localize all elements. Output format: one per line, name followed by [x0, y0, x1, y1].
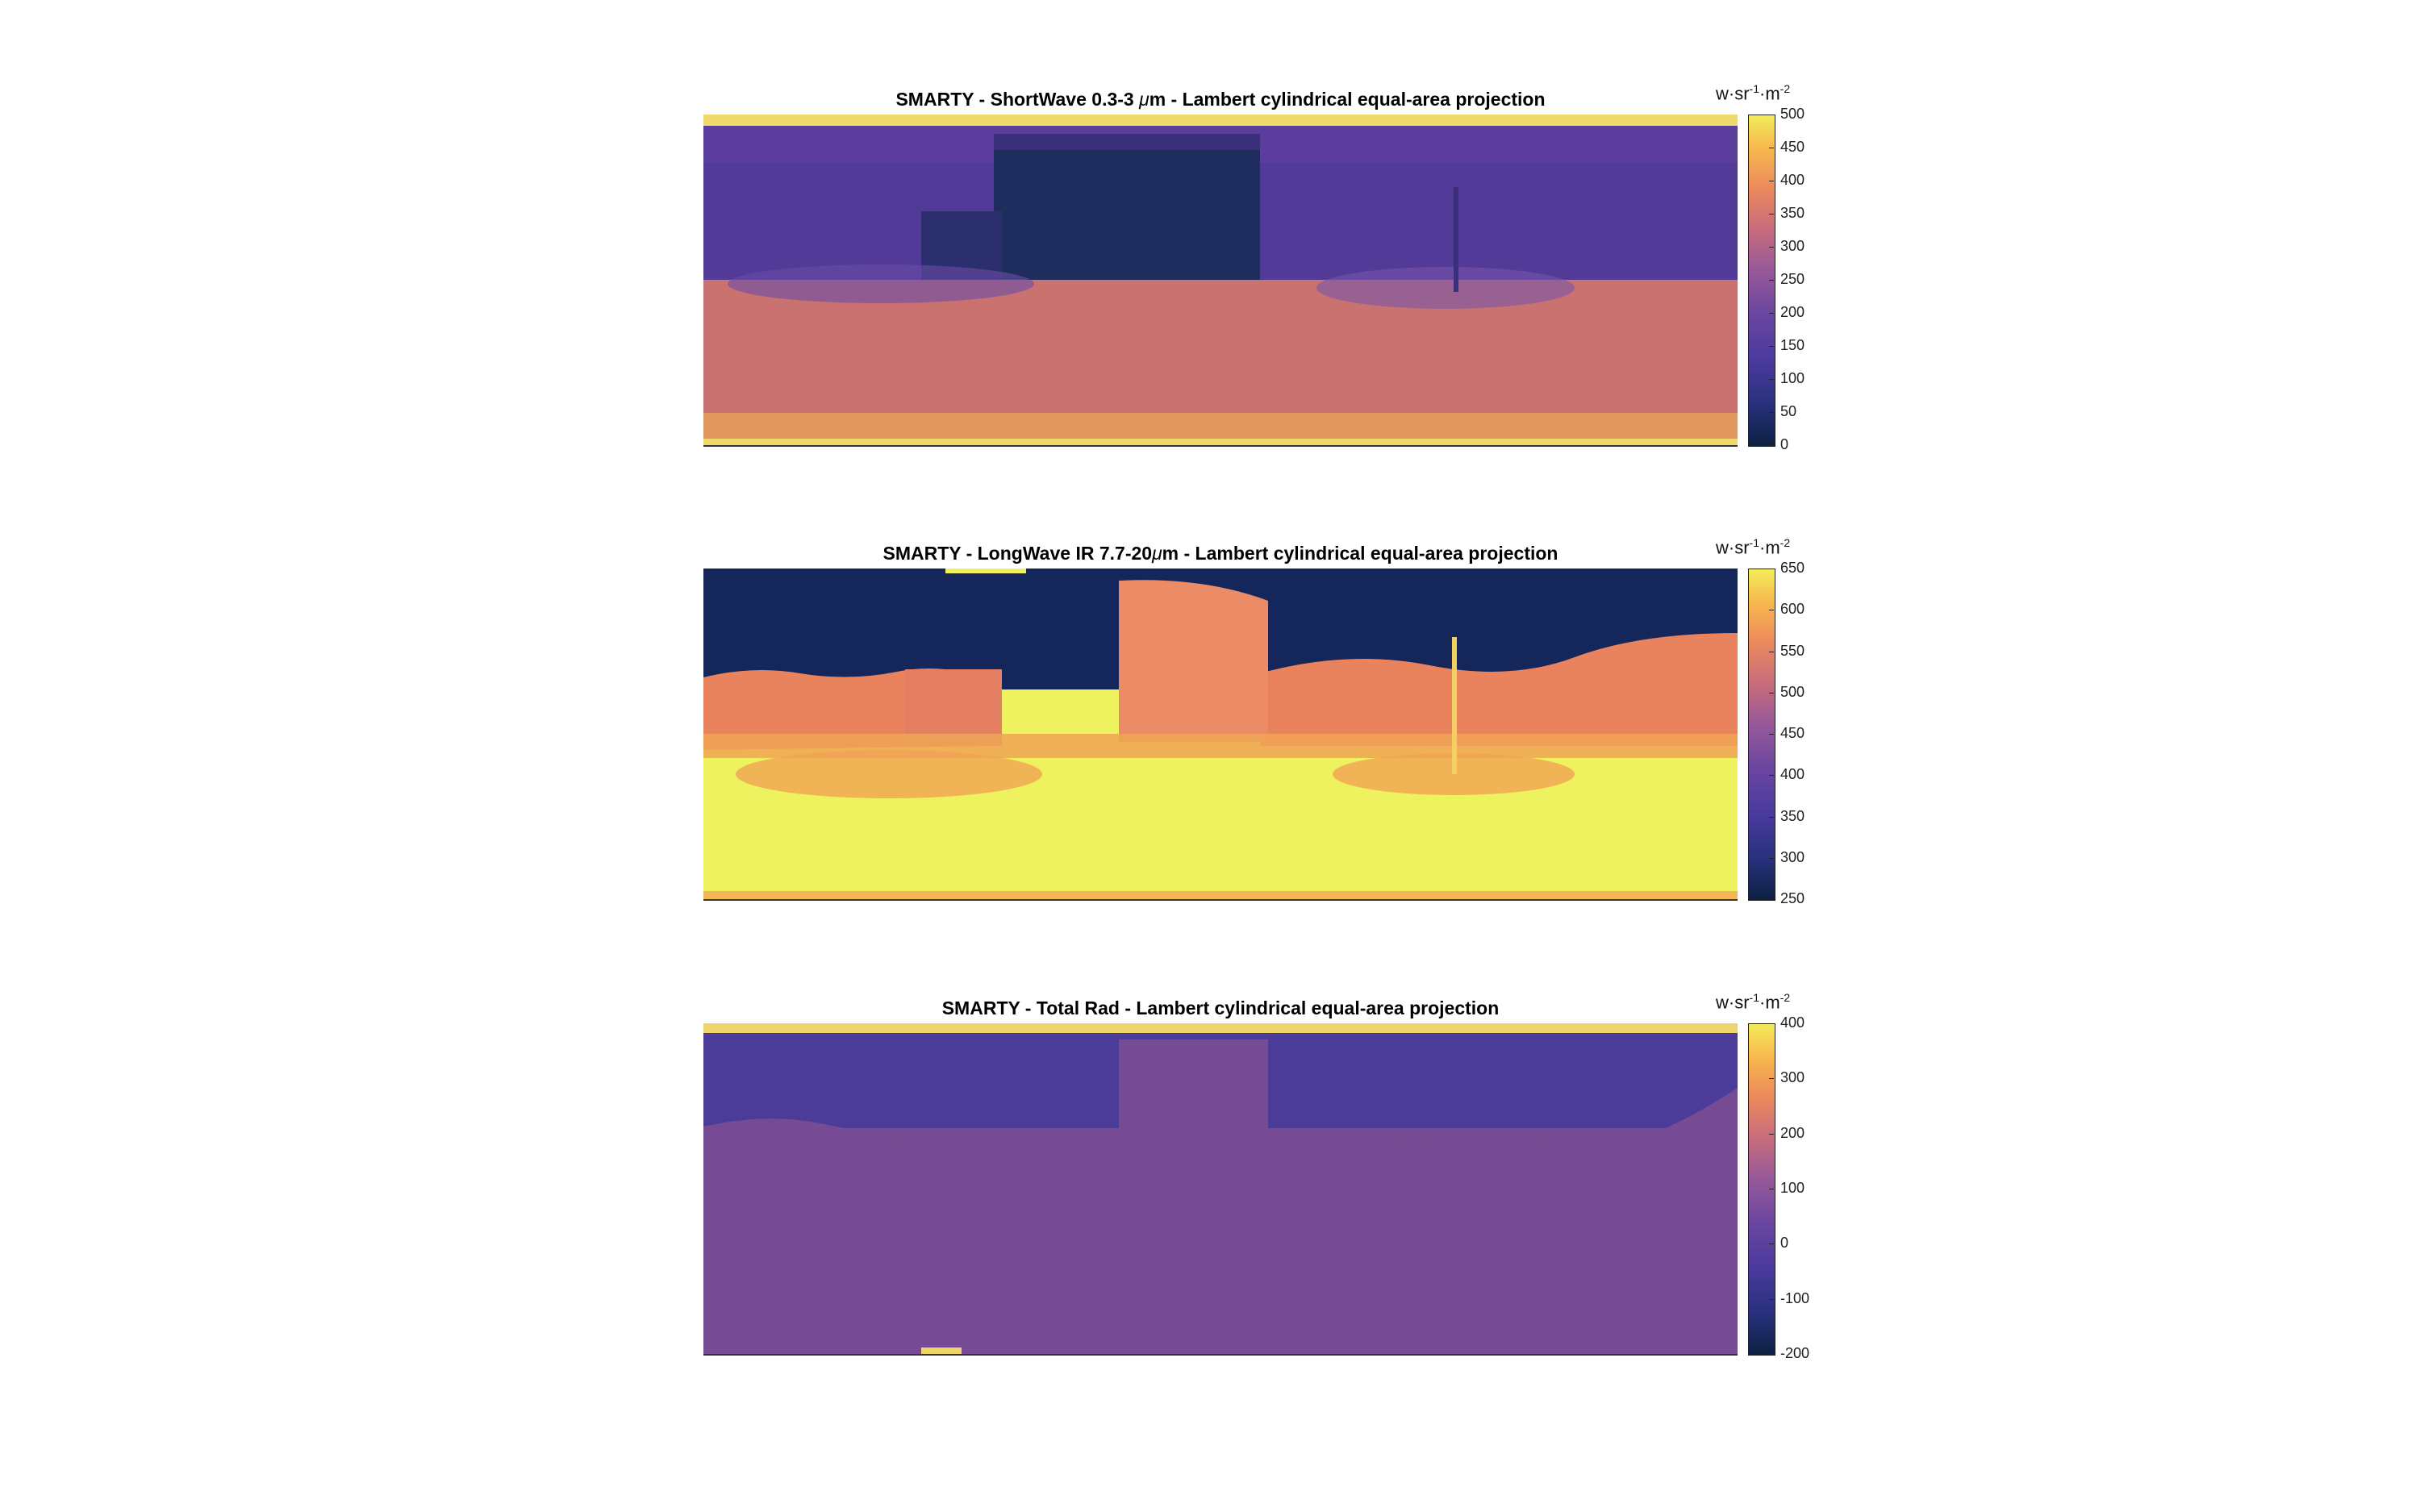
unit-unit_base: w·sr	[1716, 992, 1750, 1013]
colorbar-tick-label: 350	[1780, 205, 1805, 221]
chart-title: SMARTY - LongWave IR 7.7-20μm - Lambert …	[703, 543, 1738, 564]
colorbar-tick-mark	[1769, 857, 1774, 859]
unit-unit_base: w·sr	[1716, 537, 1750, 558]
colorbar-tick-label: 250	[1780, 271, 1805, 287]
colorbar-unit: w·sr-1·m-2	[1716, 82, 1790, 104]
colorbar-tick-label: 100	[1780, 370, 1805, 386]
colorbar-tick-mark	[1769, 899, 1774, 900]
unit-unit_mid: ·m	[1759, 83, 1780, 104]
colorbar-tick-mark	[1769, 280, 1774, 281]
colorbar-tick-label: 450	[1780, 725, 1805, 741]
unit-unit_exp1: -1	[1749, 991, 1759, 1004]
colorbar-tick-label: 600	[1780, 601, 1805, 618]
colorbar-tick-label: 200	[1780, 1124, 1805, 1141]
colorbar-tick-mark	[1769, 775, 1774, 777]
colorbar-unit: w·sr-1·m-2	[1716, 536, 1790, 558]
colorbar-tick-label: -100	[1780, 1289, 1810, 1306]
unit-unit_mid: ·m	[1759, 992, 1780, 1013]
colorbar-tick-label: 350	[1780, 807, 1805, 824]
unit-unit_mid: ·m	[1759, 537, 1780, 558]
colorbar-tick-mark	[1769, 1354, 1774, 1355]
building-region	[1119, 1039, 1268, 1160]
colorbar-tick-mark	[1769, 214, 1774, 215]
unit-unit_exp2: -2	[1780, 536, 1791, 549]
colorbar-tick-label: 100	[1780, 1180, 1805, 1196]
colorbar-tick-label: 0	[1780, 1235, 1789, 1252]
title-mu: μ	[1139, 89, 1150, 110]
colorbar-tick-label: 550	[1780, 642, 1805, 659]
heatmap-image	[703, 1023, 1738, 1356]
lamp-post	[1454, 187, 1458, 292]
colorbar-tick-mark	[1769, 1023, 1774, 1024]
colorbar-tick-label: 300	[1780, 848, 1805, 865]
colorbar-tick-label: 450	[1780, 139, 1805, 155]
colorbar-unit: w·sr-1·m-2	[1716, 991, 1790, 1013]
colorbar-tick-mark	[1769, 1298, 1774, 1300]
colorbar-tick-mark	[1769, 412, 1774, 413]
colorbar-tick-label: 400	[1780, 172, 1805, 188]
colorbar-tick-mark	[1769, 1078, 1774, 1080]
colorbar-tick-label: 150	[1780, 337, 1805, 353]
colorbar-tick-label: 300	[1780, 1069, 1805, 1086]
colorbar-tick-label: 50	[1780, 403, 1797, 419]
unit-unit_base: w·sr	[1716, 83, 1750, 104]
colorbar-tick-mark	[1769, 445, 1774, 446]
colorbar-tick-label: -200	[1780, 1345, 1810, 1361]
unit-unit_exp1: -1	[1749, 536, 1759, 549]
colorbar-tick-mark	[1769, 1243, 1774, 1245]
chart-title: SMARTY - ShortWave 0.3-3 μm - Lambert cy…	[703, 89, 1738, 110]
colorbar-tick-label: 0	[1780, 436, 1789, 452]
colorbar-tick-label: 650	[1780, 560, 1805, 576]
colorbar	[1748, 569, 1775, 901]
colorbar-tick-label: 400	[1780, 766, 1805, 783]
chart-title: SMARTY - Total Rad - Lambert cylindrical…	[703, 998, 1738, 1019]
lamp-post	[1452, 637, 1457, 774]
sky-top-band	[703, 1023, 1738, 1033]
title-text-suffix: m - Lambert cylindrical equal-area proje…	[1162, 543, 1558, 564]
colorbar-tick-mark	[1769, 346, 1774, 347]
unit-unit_exp2: -2	[1780, 82, 1791, 95]
colorbar-tick-label: 500	[1780, 683, 1805, 700]
colorbar	[1748, 115, 1775, 447]
sky-top-band	[703, 115, 1738, 126]
colorbar-tick-mark	[1769, 692, 1774, 694]
colorbar-tick-mark	[1769, 313, 1774, 314]
colorbar-tick-label: 300	[1780, 238, 1805, 254]
title-text: SMARTY - LongWave IR 7.7-20	[882, 543, 1153, 564]
colorbar-tick-mark	[1769, 379, 1774, 380]
unit-unit_exp1: -1	[1749, 82, 1759, 95]
title-mu: μ	[1152, 543, 1162, 564]
title-text: SMARTY - ShortWave 0.3-3	[895, 89, 1140, 110]
colorbar-tick-mark	[1769, 734, 1774, 735]
title-text-suffix: m - Lambert cylindrical equal-area proje…	[1149, 89, 1546, 110]
colorbar-tick-label: 200	[1780, 304, 1805, 320]
colorbar-tick-mark	[1769, 247, 1774, 248]
unit-unit_exp2: -2	[1780, 991, 1791, 1004]
colorbar-tick-mark	[1769, 1133, 1774, 1135]
title-text: SMARTY - Total Rad - Lambert cylindrical…	[941, 998, 1500, 1018]
building-warm	[1119, 580, 1268, 742]
colorbar-tick-mark	[1769, 816, 1774, 818]
colorbar	[1748, 1023, 1775, 1356]
colorbar-tick-label: 500	[1780, 106, 1805, 122]
heatmap-image	[703, 569, 1738, 901]
colorbar-tick-label: 400	[1780, 1014, 1805, 1031]
heatmap-image	[703, 115, 1738, 447]
colorbar-tick-label: 250	[1780, 890, 1805, 906]
